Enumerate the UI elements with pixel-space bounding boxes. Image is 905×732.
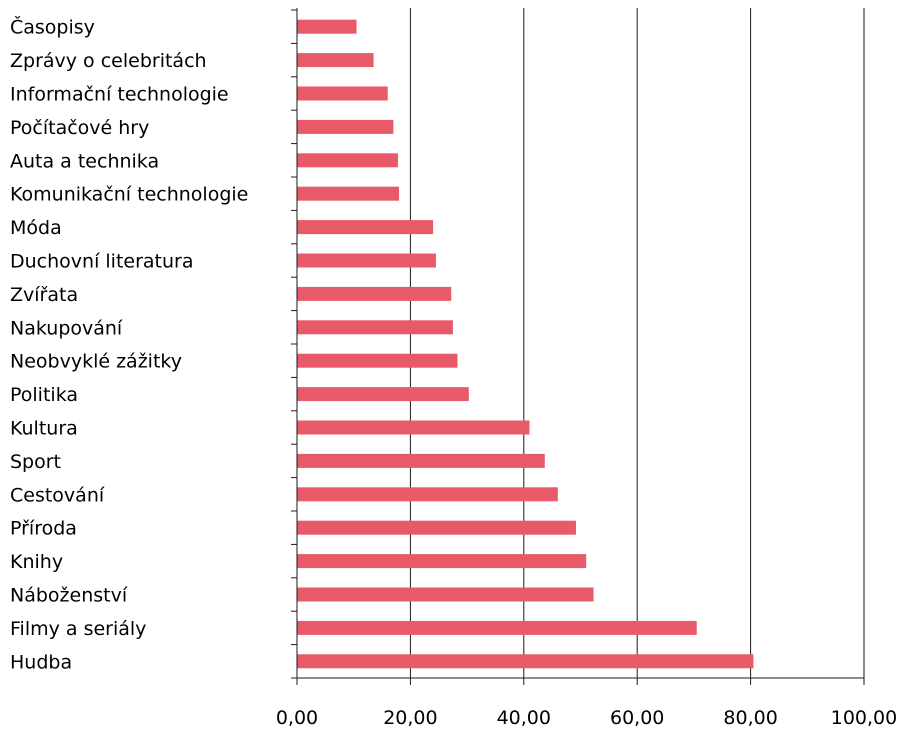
bar-7 (297, 253, 436, 268)
category-label-1: Zprávy o celebritách (10, 50, 207, 72)
category-label-7: Duchovní literatura (10, 251, 194, 273)
category-label-14: Cestování (10, 484, 105, 506)
bar-6 (297, 220, 434, 235)
bar-3 (297, 119, 394, 134)
category-label-10: Neobvyklé zážitky (10, 351, 182, 373)
x-tick-label-3: 60,00 (610, 707, 664, 729)
category-label-8: Zvířata (10, 284, 78, 306)
category-label-0: Časopisy (10, 15, 95, 39)
bar-8 (297, 286, 452, 301)
category-label-18: Filmy a seriály (10, 618, 146, 640)
bars (297, 19, 754, 669)
category-label-12: Kultura (10, 418, 78, 440)
x-tick-label-5: 100,00 (831, 707, 897, 729)
category-label-19: Hudba (10, 651, 72, 673)
bar-10 (297, 353, 458, 368)
bar-18 (297, 620, 697, 635)
category-label-5: Komunikační technologie (10, 184, 248, 206)
axes (291, 8, 865, 685)
bar-15 (297, 520, 576, 535)
x-tick-labels: 0,00 20,00 40,00 60,00 80,00 100,00 (276, 707, 897, 729)
category-label-4: Auta a technika (10, 150, 159, 172)
bar-1 (297, 53, 374, 68)
bar-17 (297, 587, 594, 602)
category-label-11: Politika (10, 384, 78, 406)
bar-11 (297, 387, 469, 402)
bar-13 (297, 453, 545, 468)
category-labels: Časopisy Zprávy o celebritách Informační t… (10, 15, 248, 674)
bar-0 (297, 19, 357, 34)
category-label-15: Příroda (10, 518, 77, 540)
bar-14 (297, 487, 558, 502)
bar-4 (297, 153, 398, 168)
bar-16 (297, 554, 587, 569)
category-label-6: Móda (10, 217, 62, 239)
gridlines (409, 8, 865, 678)
x-tick-label-1: 20,00 (383, 707, 437, 729)
category-label-9: Nakupování (10, 317, 123, 339)
category-label-2: Informační technologie (10, 84, 229, 106)
category-label-3: Počítačové hry (10, 117, 149, 139)
x-tick-label-0: 0,00 (276, 707, 318, 729)
category-label-17: Náboženství (10, 585, 128, 607)
x-tick-label-2: 40,00 (497, 707, 551, 729)
x-tick-label-4: 80,00 (723, 707, 777, 729)
bar-12 (297, 420, 530, 435)
category-label-13: Sport (10, 451, 61, 473)
bar-9 (297, 320, 453, 335)
bar-2 (297, 86, 388, 101)
category-label-16: Knihy (10, 551, 63, 573)
bar-19 (297, 654, 754, 669)
bar-5 (297, 186, 400, 201)
